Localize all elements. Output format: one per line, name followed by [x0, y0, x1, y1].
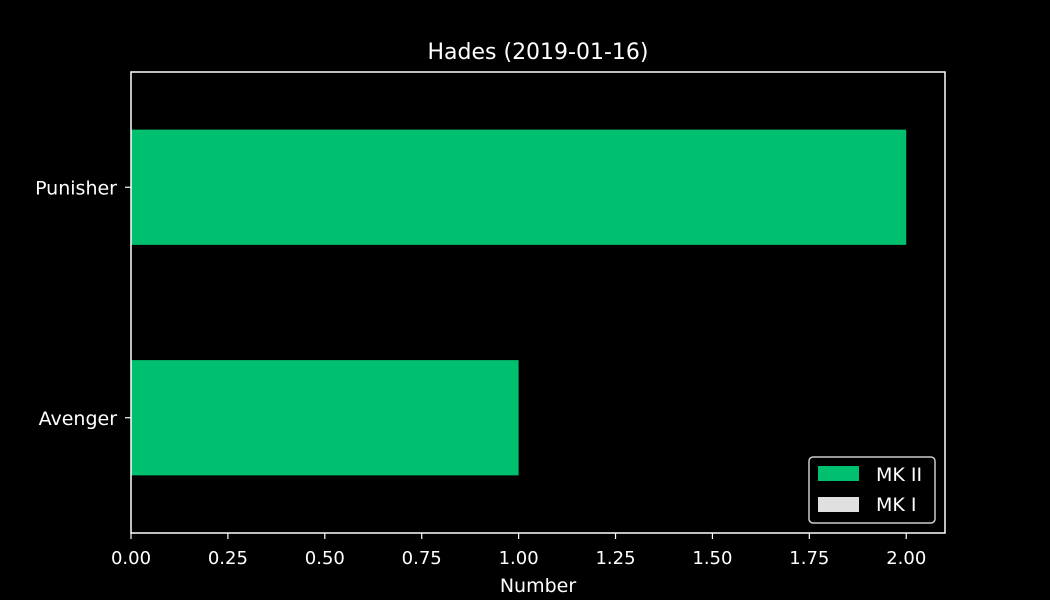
- bar-punisher-mk-ii: [131, 129, 907, 245]
- x-tick-label: 2.00: [886, 548, 926, 569]
- x-tick-label: 1.75: [789, 548, 829, 569]
- x-axis: 0.00 0.25 0.50 0.75 1.00 1.25 1.50 1.75 2.00: [111, 533, 926, 569]
- legend-label-mk-i: MK I: [876, 494, 917, 516]
- x-tick-label: 0.50: [305, 548, 345, 569]
- legend-label-mk-ii: MK II: [876, 464, 922, 486]
- y-axis: Avenger Punisher: [35, 177, 131, 430]
- y-tick-label-punisher: Punisher: [35, 177, 117, 199]
- x-tick-label: 1.00: [499, 548, 539, 569]
- y-tick-label-avenger: Avenger: [39, 408, 118, 430]
- plot-frame: [130, 71, 946, 534]
- legend-swatch-mk-i: [818, 497, 859, 512]
- x-tick-label: 1.50: [692, 548, 732, 569]
- x-tick-label: 0.75: [402, 548, 442, 569]
- chart-title: Hades (2019-01-16): [428, 40, 649, 65]
- x-tick-label: 1.25: [595, 548, 635, 569]
- x-tick-label: 0.00: [111, 548, 151, 569]
- x-tick-label: 0.25: [208, 548, 248, 569]
- legend: MK II MK I: [808, 456, 936, 524]
- legend-swatch-mk-ii: [818, 466, 859, 481]
- x-axis-label: Number: [500, 575, 577, 597]
- bar-avenger-mk-ii: [131, 360, 519, 476]
- bars-layer: [131, 129, 907, 476]
